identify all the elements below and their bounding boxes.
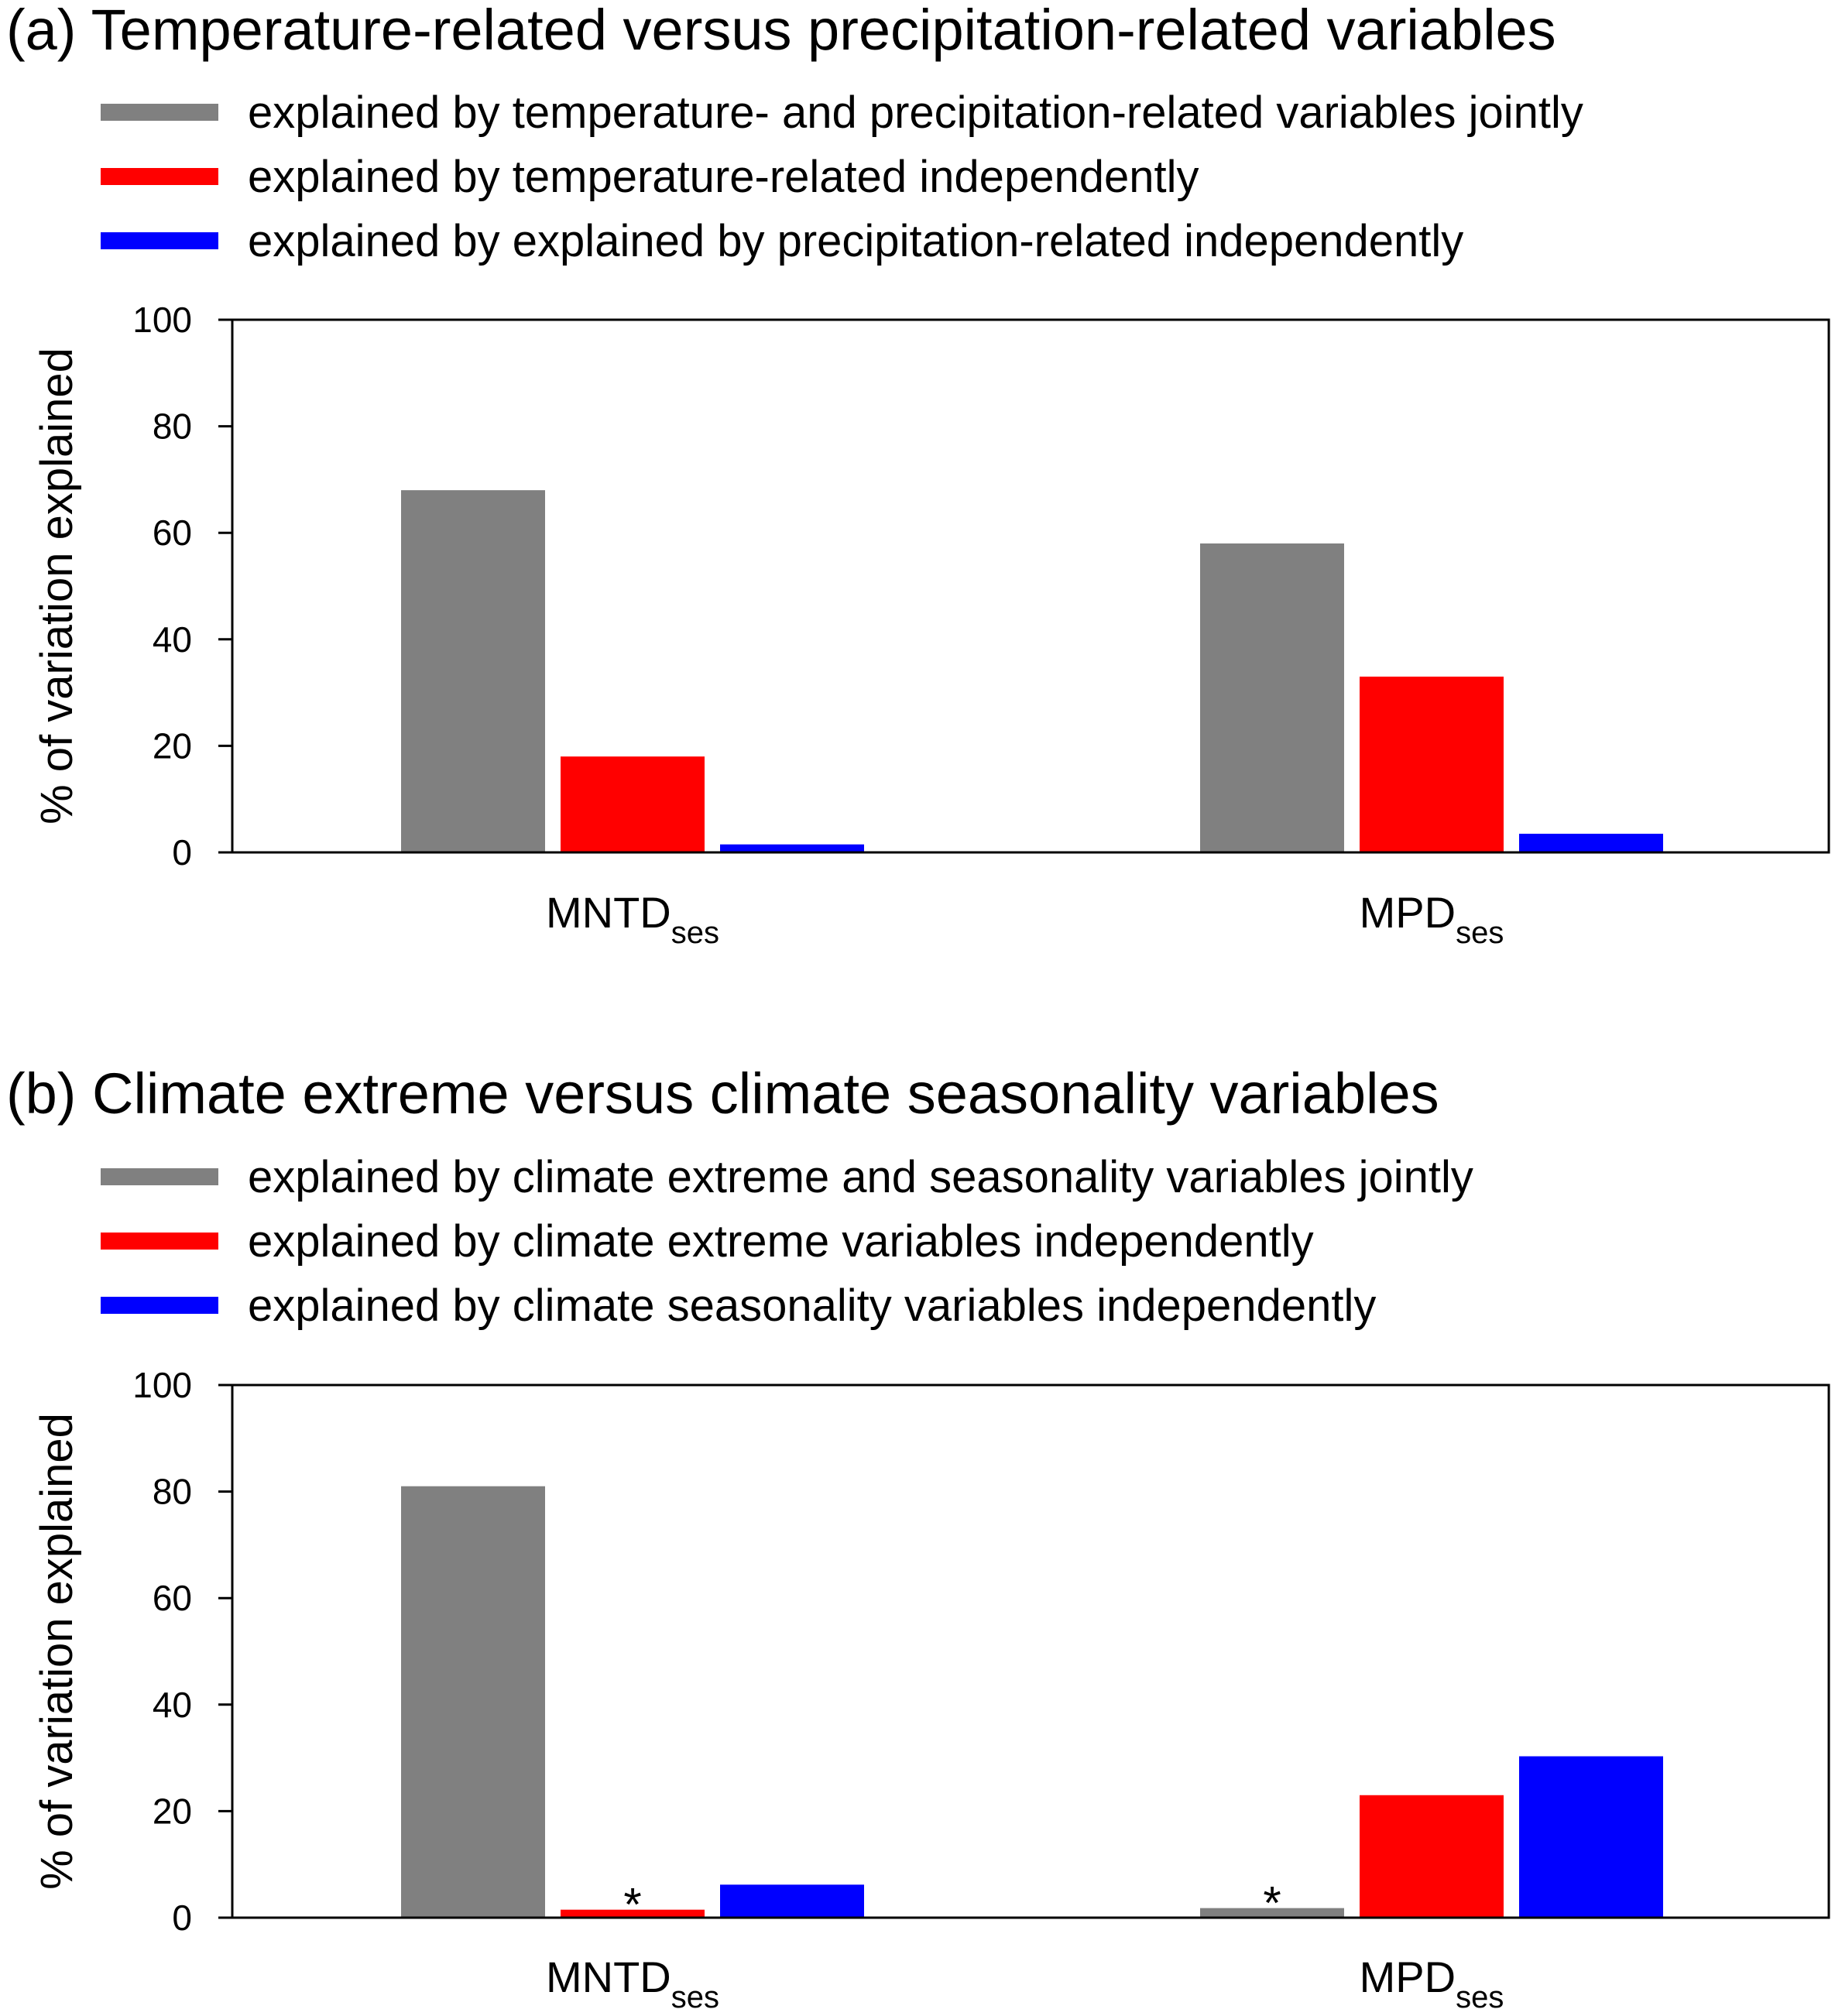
- panel-a-bar: [720, 844, 864, 852]
- panel-a-legend-item: explained by temperature-related indepen…: [101, 152, 1199, 202]
- panel-b-bar: [401, 1486, 545, 1918]
- panel-a-y-tick-label: 20: [153, 725, 192, 766]
- panel-b-bar: [720, 1884, 864, 1918]
- panel-a-y-tick-label: 60: [153, 513, 192, 553]
- panel-b-bar: [1200, 1908, 1344, 1918]
- panel-a-legend-swatch: [101, 168, 218, 185]
- panel-a-category-label: MNTDses: [546, 888, 719, 950]
- panel-b-legend-label: explained by climate extreme and seasona…: [248, 1152, 1473, 1202]
- panel-b-bar: [561, 1909, 705, 1918]
- panel-a-y-axis-label: % of variation explained: [32, 348, 82, 825]
- panel-b-title: (b) Climate extreme versus climate seaso…: [6, 1061, 1439, 1126]
- panel-b-legend-swatch: [101, 1168, 218, 1185]
- panel-a-legend-swatch: [101, 232, 218, 249]
- panel-a: (a) Temperature-related versus precipita…: [6, 0, 1830, 950]
- panel-b-significance-marker: *: [623, 1879, 641, 1931]
- panel-a-legend-label: explained by temperature- and precipitat…: [248, 87, 1583, 138]
- panel-b-legend-swatch: [101, 1233, 218, 1250]
- panel-b-legend-item: explained by climate extreme variables i…: [101, 1216, 1314, 1267]
- panel-b-legend-item: explained by climate seasonality variabl…: [101, 1281, 1376, 1331]
- panel-a-y-tick-label: 0: [172, 832, 192, 873]
- panel-b-significance-marker: *: [1263, 1877, 1281, 1929]
- panel-a-legend-label: explained by explained by precipitation-…: [248, 216, 1463, 266]
- panel-b-y-tick-label: 20: [153, 1791, 192, 1831]
- panel-b-y-tick-label: 60: [153, 1578, 192, 1618]
- panel-b-category-label: MPDses: [1360, 1953, 1504, 2014]
- panel-b-category-label: MNTDses: [546, 1953, 719, 2014]
- panel-a-legend-item: explained by temperature- and precipitat…: [101, 87, 1583, 138]
- panel-b-legend-swatch: [101, 1297, 218, 1314]
- panel-a-y-tick-label: 80: [153, 406, 192, 447]
- panel-b-plot-frame: [231, 1383, 1830, 1919]
- panel-a-bar: [1200, 543, 1344, 852]
- panel-a-bar: [1519, 833, 1663, 852]
- panel-a-bar: [561, 756, 705, 852]
- panel-a-plot-frame: [231, 318, 1830, 854]
- panel-b-bar: [1519, 1756, 1663, 1918]
- panel-b: (b) Climate extreme versus climate seaso…: [6, 1061, 1830, 2014]
- panel-a-y-tick-label: 40: [153, 619, 192, 660]
- panel-b-legend-label: explained by climate seasonality variabl…: [248, 1281, 1376, 1331]
- panel-a-legend-item: explained by explained by precipitation-…: [101, 216, 1463, 266]
- panel-a-legend-swatch: [101, 104, 218, 121]
- panel-a-legend-label: explained by temperature-related indepen…: [248, 152, 1199, 202]
- panel-b-y-tick-label: 40: [153, 1685, 192, 1725]
- panel-b-y-tick-label: 80: [153, 1472, 192, 1512]
- panel-a-y-tick-label: 100: [132, 300, 192, 340]
- panel-b-legend-label: explained by climate extreme variables i…: [248, 1216, 1314, 1267]
- panel-b-bar: [1360, 1795, 1504, 1918]
- panel-a-category-label: MPDses: [1360, 888, 1504, 950]
- panel-b-y-tick-label: 100: [132, 1365, 192, 1405]
- panel-b-y-axis-label: % of variation explained: [32, 1413, 82, 1890]
- panel-b-legend-item: explained by climate extreme and seasona…: [101, 1152, 1473, 1202]
- panel-a-bar: [1360, 676, 1504, 852]
- panel-b-y-tick-label: 0: [172, 1898, 192, 1938]
- panel-a-title: (a) Temperature-related versus precipita…: [6, 0, 1556, 62]
- panel-a-bar: [401, 490, 545, 852]
